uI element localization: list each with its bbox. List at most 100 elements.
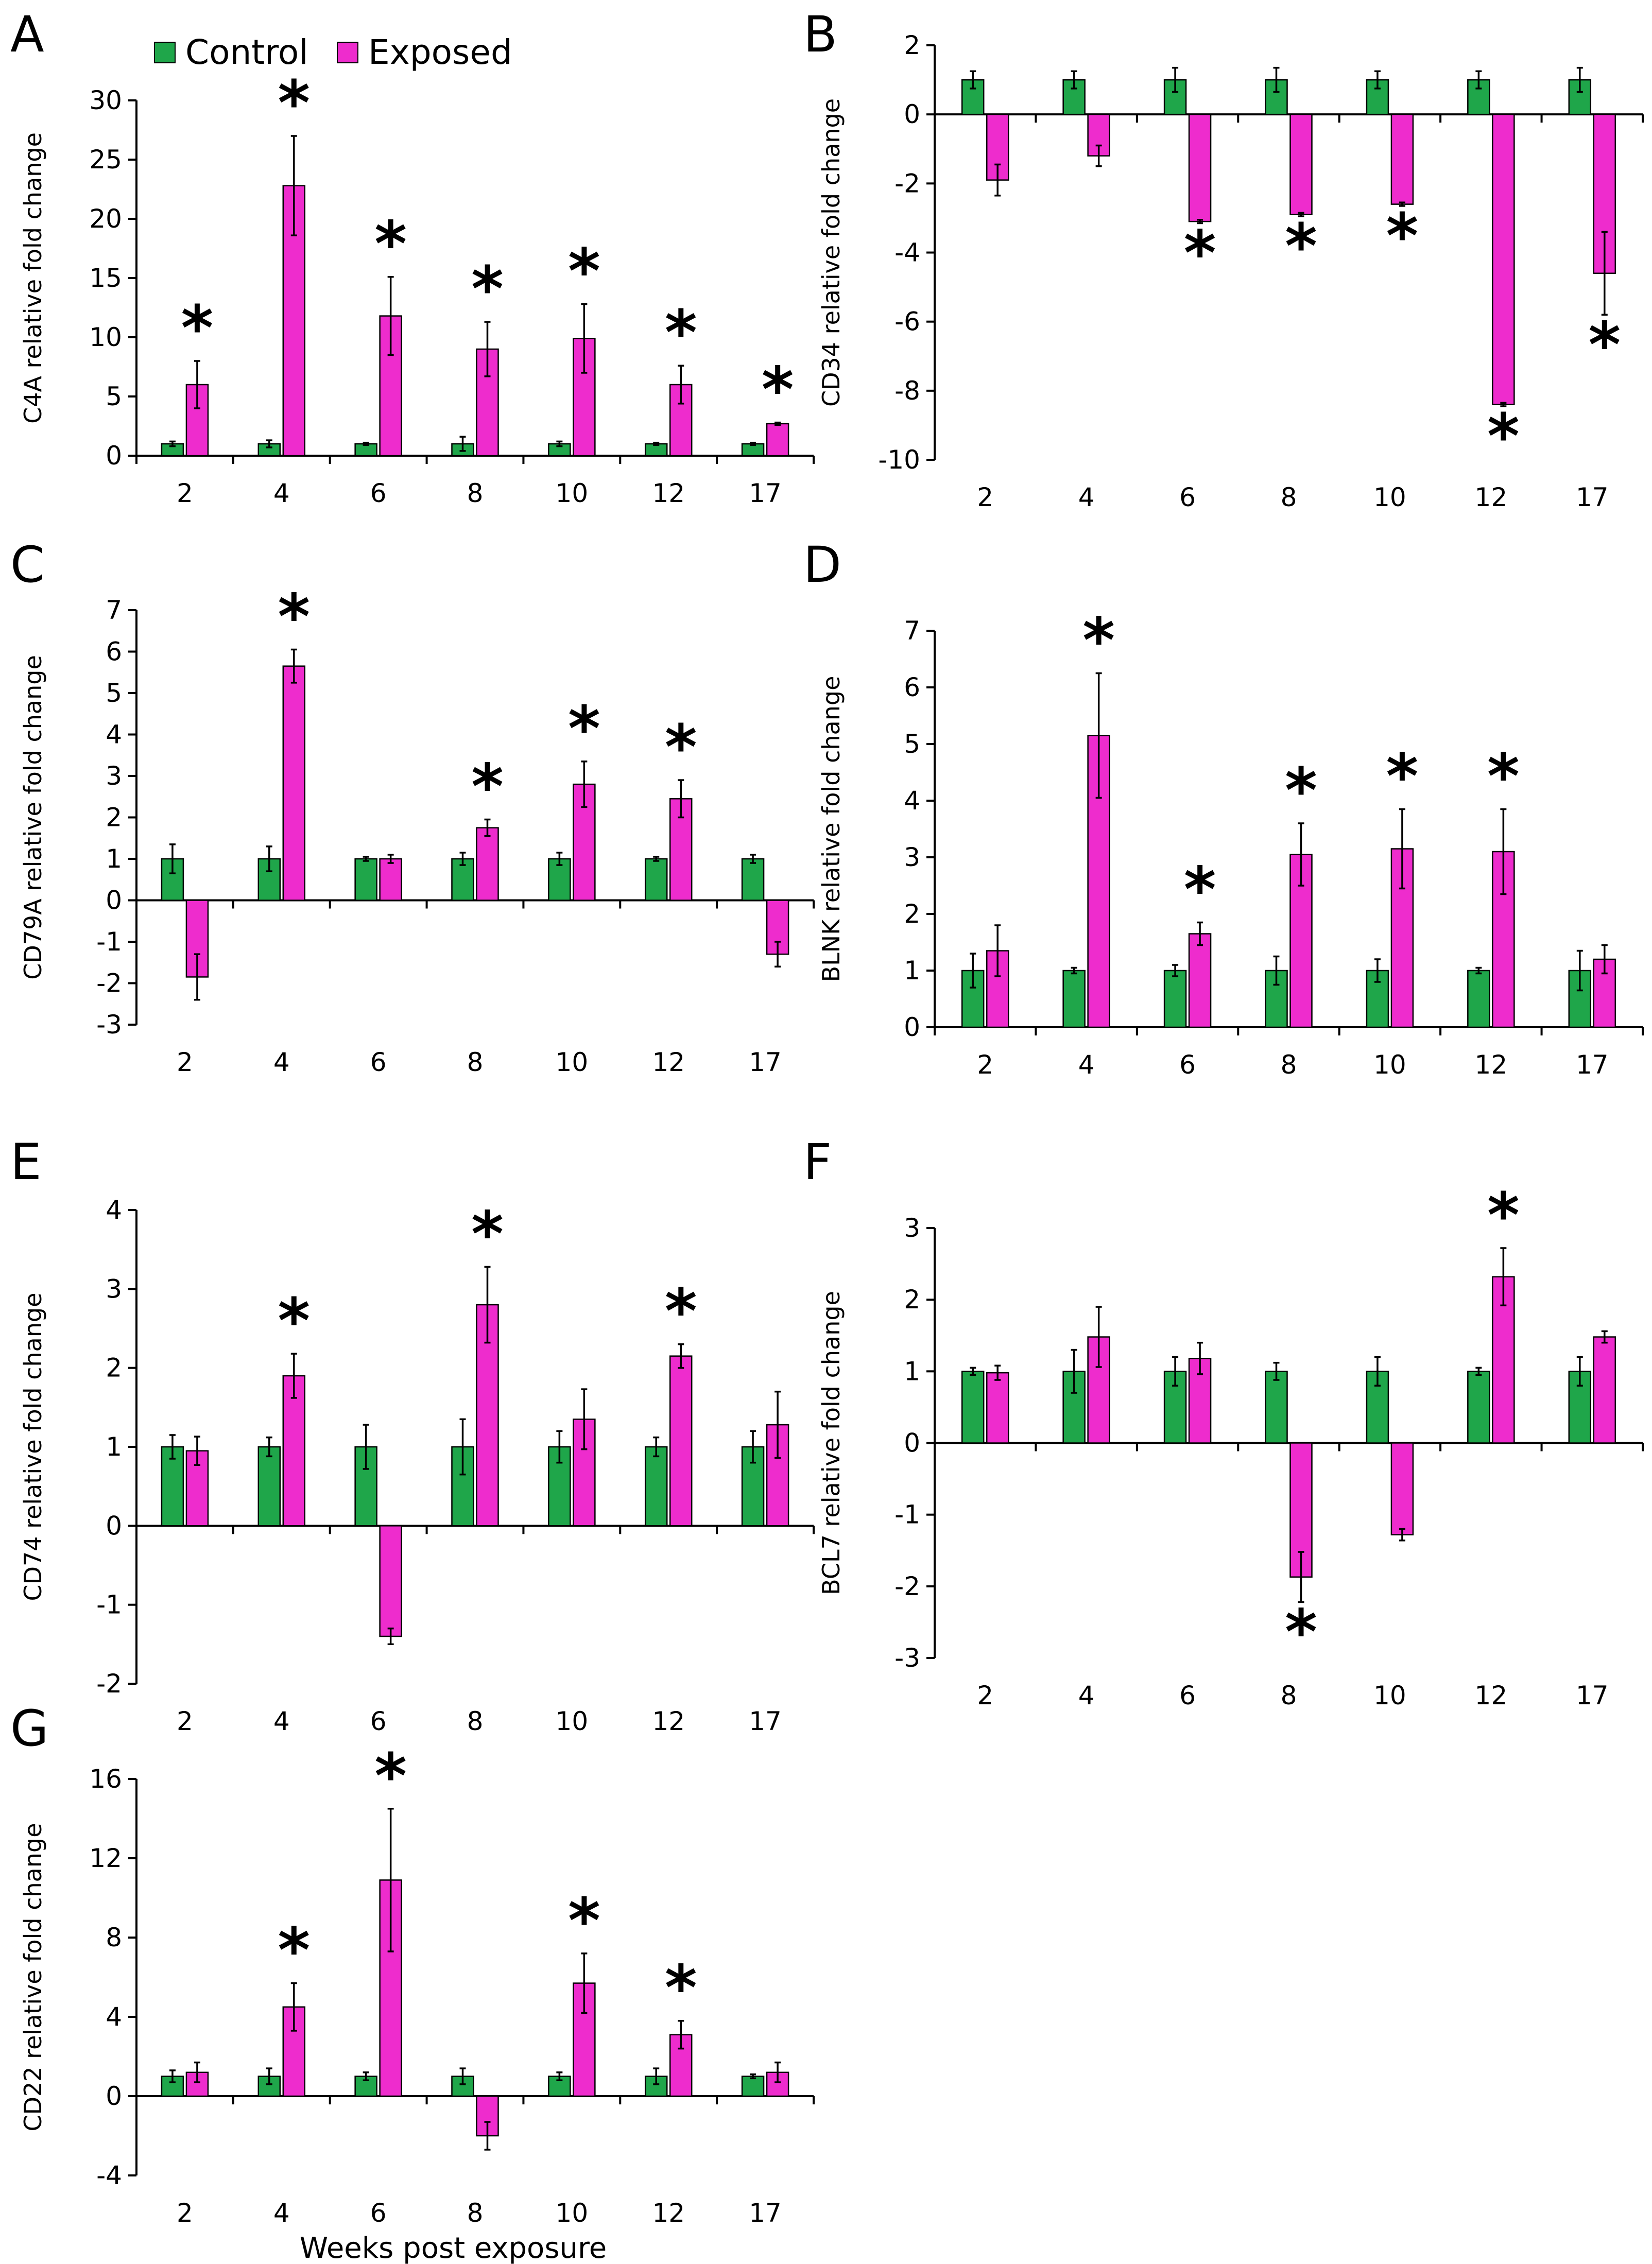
y-axis-label-c: CD79A relative fold change	[19, 655, 47, 980]
x-tick-label: 2	[177, 2198, 193, 2228]
y-axis-label-b: CD34 relative fold change	[817, 98, 845, 407]
bar-control	[644, 1446, 668, 1527]
y-tick-label: 0	[106, 2081, 122, 2111]
y-tick-label: 0	[904, 1428, 920, 1458]
y-tick-label: -3	[894, 1643, 920, 1673]
x-tick-label: 2	[177, 1706, 193, 1736]
y-tick-label: 3	[106, 761, 122, 791]
x-tick-label: 8	[467, 478, 484, 508]
x-tick-label: 2	[177, 478, 193, 508]
x-tick-label: 8	[467, 2198, 484, 2228]
bar-control	[1265, 1371, 1288, 1444]
legend: Control Exposed	[154, 32, 512, 72]
significance-star: *	[278, 1286, 310, 1357]
x-tick-label: 17	[749, 1706, 782, 1736]
panel-letter-C: C	[10, 536, 45, 594]
significance-star: *	[665, 712, 697, 784]
x-tick-label: 12	[652, 478, 685, 508]
x-tick-label: 8	[467, 1706, 484, 1736]
y-tick-label: 0	[904, 1012, 920, 1042]
y-tick-label: 0	[106, 441, 122, 471]
x-tick-label: 17	[749, 1047, 782, 1077]
bar-control	[961, 970, 985, 1028]
y-tick-label: -2	[894, 168, 920, 198]
y-tick-label: -4	[894, 238, 920, 268]
significance-star: *	[374, 209, 407, 281]
significance-star: *	[278, 1915, 310, 1987]
x-tick-label: 10	[1373, 482, 1406, 512]
x-tick-label: 4	[1078, 1050, 1095, 1080]
bar-exposed	[1390, 113, 1414, 205]
bar-control	[961, 1371, 985, 1444]
y-tick-label: -2	[96, 1669, 122, 1699]
x-tick-label: 8	[1281, 482, 1297, 512]
y-tick-label: 5	[106, 382, 122, 411]
x-tick-label: 12	[652, 2198, 685, 2228]
y-tick-label: -4	[96, 2161, 122, 2190]
y-tick-label: 8	[106, 1923, 122, 1952]
y-tick-label: -2	[96, 969, 122, 998]
significance-star: *	[762, 355, 794, 426]
bar-control	[161, 1446, 184, 1527]
y-tick-label: 30	[89, 85, 122, 115]
x-tick-label: 2	[977, 1050, 993, 1080]
significance-star: *	[1487, 401, 1520, 473]
panel-letter-G: G	[10, 1700, 48, 1757]
x-tick-label: 4	[273, 1047, 290, 1077]
y-tick-label: 0	[904, 99, 920, 129]
x-tick-label: 2	[977, 1681, 993, 1710]
significance-star: *	[665, 1953, 697, 2025]
y-tick-label: 5	[106, 678, 122, 708]
significance-star: *	[1487, 1180, 1520, 1252]
legend-label-control: Control	[185, 32, 308, 72]
y-tick-label: 6	[904, 672, 920, 702]
x-tick-label: 17	[749, 2198, 782, 2228]
x-tick-label: 8	[467, 1047, 484, 1077]
y-tick-label: -6	[894, 307, 920, 337]
y-tick-label: -1	[96, 1590, 122, 1620]
x-tick-label: 6	[370, 2198, 387, 2228]
x-tick-label: 4	[1078, 1681, 1095, 1710]
bar-control	[741, 2076, 765, 2097]
y-tick-label: 6	[106, 637, 122, 667]
y-tick-label: 10	[89, 322, 122, 352]
x-tick-label: 4	[1078, 482, 1095, 512]
y-tick-label: -3	[96, 1010, 122, 1040]
significance-star: *	[181, 293, 214, 365]
x-tick-label: 2	[977, 482, 993, 512]
panel-letters: A B C D E F G	[10, 6, 841, 1757]
bar-control	[644, 858, 668, 901]
bar-control	[1062, 970, 1086, 1028]
significance-star: *	[374, 1741, 407, 1812]
y-tick-label: 7	[106, 595, 122, 625]
bar-exposed	[1593, 1336, 1616, 1444]
significance-star: *	[1285, 1597, 1317, 1668]
x-tick-label: 12	[1475, 482, 1508, 512]
panel-letter-B: B	[803, 6, 837, 63]
x-tick-label: 4	[273, 2198, 290, 2228]
bar-exposed	[766, 423, 789, 457]
significance-star: *	[471, 254, 504, 325]
y-tick-label: 15	[89, 263, 122, 293]
bar-control	[741, 858, 765, 901]
x-tick-label: 17	[1576, 1050, 1609, 1080]
y-tick-label: 2	[106, 803, 122, 833]
y-tick-label: -1	[96, 927, 122, 957]
x-tick-label: 6	[370, 478, 387, 508]
panel-letter-F: F	[803, 1133, 832, 1191]
y-tick-label: -2	[894, 1571, 920, 1601]
significance-star: *	[278, 68, 310, 140]
y-tick-label: 16	[89, 1764, 122, 1794]
significance-star: *	[568, 1886, 600, 1957]
bar-exposed	[379, 1525, 402, 1637]
significance-star: *	[1285, 755, 1317, 827]
y-axis-label-d: BLNK relative fold change	[817, 676, 845, 982]
y-tick-label: 1	[106, 1432, 122, 1462]
y-tick-label: 2	[106, 1353, 122, 1383]
significance-star: *	[665, 298, 697, 369]
y-tick-label: 2	[904, 899, 920, 929]
y-tick-label: -10	[878, 445, 920, 475]
panel-letter-E: E	[10, 1133, 42, 1191]
y-axis-label-e: CD74 relative fold change	[19, 1292, 47, 1601]
